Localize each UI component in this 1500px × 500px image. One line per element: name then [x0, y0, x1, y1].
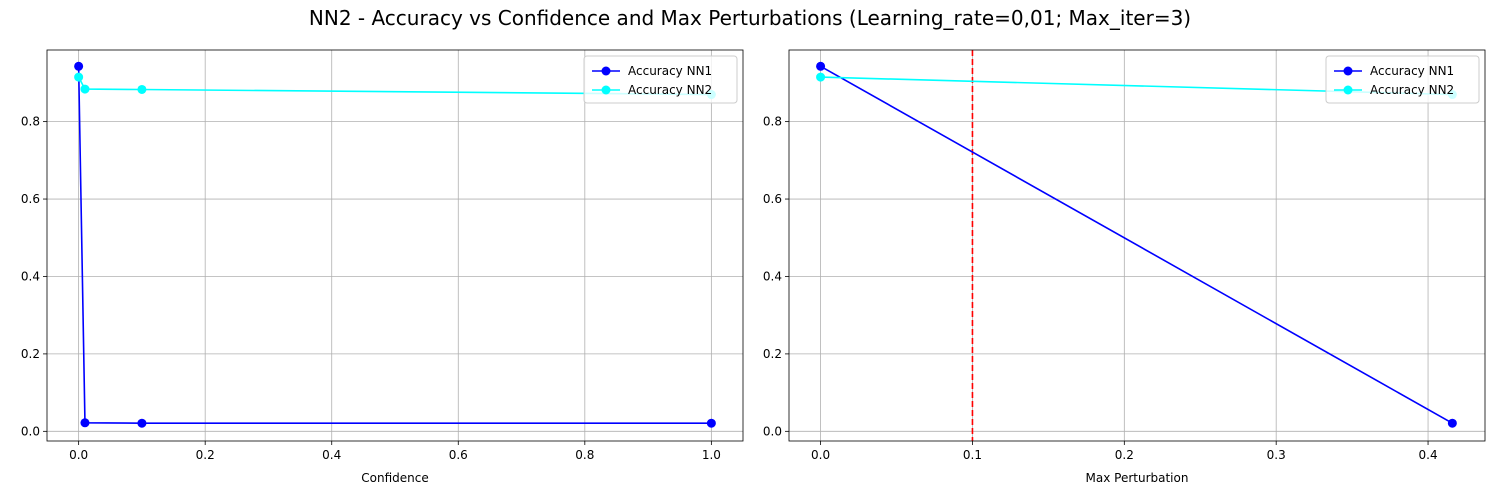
- x-tick-label: 0.0: [811, 448, 830, 462]
- legend-marker-1: [601, 66, 611, 76]
- x-tick-label: 0.2: [196, 448, 215, 462]
- x-axis-label: Max Perturbation: [1086, 471, 1189, 485]
- x-tick-label: 0.6: [449, 448, 468, 462]
- legend-marker-2: [1343, 85, 1353, 95]
- chart-2: 0.0 0.1 0.2 0.3 0.4 0.0 0.2 0.4 0.6 0.8 Max Pertur…: [763, 49, 1486, 485]
- x-tick-label: 0.2: [1115, 448, 1134, 462]
- series-point-1: [706, 418, 716, 428]
- legend: Accuracy NN1 Accuracy NN2: [583, 55, 738, 104]
- y-tick-label: 0.8: [21, 115, 40, 129]
- x-tick-label: 0.3: [1267, 448, 1286, 462]
- series-point-1: [74, 61, 84, 71]
- series-point-2: [137, 84, 147, 94]
- x-tick-label: 0.0: [69, 448, 88, 462]
- series-point-1: [80, 418, 90, 428]
- legend-entry-1: Accuracy NN1: [628, 64, 712, 78]
- x-tick-label: 0.1: [963, 448, 982, 462]
- y-tick-label: 0.2: [21, 347, 40, 361]
- legend-box: [583, 55, 738, 104]
- x-axis-label: Confidence: [361, 471, 428, 485]
- series-point-2: [80, 84, 90, 94]
- figure-title: NN2 - Accuracy vs Confidence and Max Per…: [308, 6, 1192, 30]
- y-tick-label: 0.0: [763, 424, 782, 438]
- y-tick-label: 0.6: [763, 192, 782, 206]
- x-tick-label: 0.4: [322, 448, 341, 462]
- legend-entry-2: Accuracy NN2: [628, 83, 712, 97]
- series-point-1: [816, 61, 826, 71]
- legend-marker-1: [1343, 66, 1353, 76]
- legend-marker-2: [601, 85, 611, 95]
- series-line-1: [77, 66, 712, 424]
- y-tick-label: 0.4: [21, 269, 40, 283]
- legend: Accuracy NN1 Accuracy NN2: [1325, 55, 1480, 104]
- legend-box: [1325, 55, 1480, 104]
- legend-entry-2: Accuracy NN2: [1370, 83, 1454, 97]
- y-tick-label: 0.0: [21, 424, 40, 438]
- x-tick-label: 0.4: [1419, 448, 1438, 462]
- x-tick-label: 1.0: [702, 448, 721, 462]
- series-point-2: [74, 72, 84, 82]
- y-tick-label: 0.4: [763, 269, 782, 283]
- series-point-1: [1447, 418, 1457, 428]
- series-line-1: [820, 65, 1453, 424]
- series-line-2: [77, 76, 712, 96]
- series-point-2: [816, 72, 826, 82]
- y-tick-label: 0.2: [763, 347, 782, 361]
- y-tick-label: 0.6: [21, 192, 40, 206]
- axes-frame: [788, 49, 1486, 442]
- chart-1: 0.0 0.2 0.4 0.6 0.8 1.0 0.0 0.2 0.4 0.6 0.8 Confide…: [21, 49, 744, 485]
- y-tick-label: 0.8: [763, 115, 782, 129]
- series-point-1: [137, 418, 147, 428]
- axes-frame: [46, 49, 744, 442]
- legend-entry-1: Accuracy NN1: [1370, 64, 1454, 78]
- x-tick-label: 0.8: [575, 448, 594, 462]
